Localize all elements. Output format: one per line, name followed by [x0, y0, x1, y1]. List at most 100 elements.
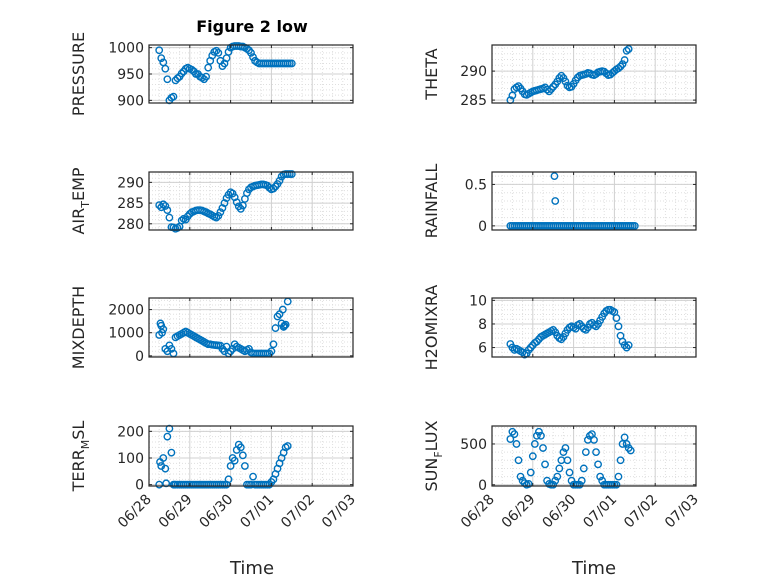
- y-tick-label: 290: [460, 64, 487, 80]
- plot-area: [149, 172, 353, 230]
- data-point: [506, 435, 515, 443]
- data-point: [524, 480, 533, 488]
- data-point: [537, 431, 545, 440]
- y-tick-label: 1000: [108, 41, 144, 57]
- axes-box: [148, 425, 354, 487]
- y-tick-label: 0: [135, 478, 144, 494]
- data-point: [622, 46, 631, 55]
- data-point: [549, 82, 558, 91]
- axes-box: [491, 44, 697, 104]
- y-tick-label: 6: [478, 341, 487, 357]
- data-point: [618, 60, 627, 69]
- y-axis-label: MIXDEPTH: [69, 286, 88, 369]
- data-point: [626, 446, 635, 455]
- data-point: [616, 62, 625, 71]
- y-tick-label: 0: [478, 219, 487, 235]
- subplot-airemp: 280 285 290 AIRTEMP: [69, 167, 354, 235]
- y-axis-label: SUNFLUX: [422, 420, 445, 491]
- y-tick-label: 0.5: [465, 177, 487, 193]
- data-point: [539, 444, 547, 452]
- data-point: [177, 69, 186, 78]
- data-point: [573, 73, 582, 82]
- data-point: [155, 480, 164, 489]
- data-point: [516, 472, 525, 481]
- y-tick-label: 290: [117, 175, 144, 191]
- data-point: [561, 77, 570, 86]
- data-point: [214, 49, 223, 57]
- data-point: [247, 49, 255, 57]
- data-point: [543, 85, 551, 94]
- data-point: [167, 345, 176, 353]
- data-point: [177, 216, 186, 225]
- data-point: [545, 87, 554, 96]
- data-point: [156, 458, 164, 466]
- data-point: [287, 170, 296, 178]
- data-point: [214, 212, 223, 220]
- data-point: [579, 464, 588, 473]
- data-point: [581, 448, 590, 457]
- data-point: [167, 448, 176, 457]
- y-tick-label: 8: [478, 317, 487, 333]
- data-point: [550, 172, 559, 181]
- y-axis-label: AIRTEMP: [69, 167, 92, 234]
- data-point: [612, 314, 621, 322]
- x-axis-label-left: Time: [229, 558, 274, 579]
- data-point: [559, 448, 568, 457]
- subplot-mixdepth: 0 1000 2000 MIXDEPTH: [69, 286, 354, 369]
- data-point: [557, 71, 566, 80]
- data-point: [567, 476, 576, 485]
- data-point: [273, 312, 282, 321]
- data-point: [232, 198, 241, 207]
- data-point: [224, 475, 233, 484]
- data-point: [575, 480, 584, 489]
- y-tick-label: 285: [460, 93, 487, 109]
- data-point: [528, 452, 537, 461]
- data-point: [155, 46, 164, 55]
- data-point: [212, 46, 221, 55]
- data-point: [541, 460, 549, 469]
- subplot-pressure: 900 950 1000 PRESSURE: [69, 32, 354, 116]
- subplot-h2omixra: 6 8 10 H2OMIXRA: [422, 285, 697, 370]
- data-point: [547, 85, 556, 93]
- data-point: [281, 320, 290, 329]
- data-point: [530, 440, 539, 448]
- data-point: [161, 464, 170, 473]
- y-tick-label: 100: [117, 451, 144, 467]
- y-tick-label: 200: [117, 424, 144, 440]
- y-tick-label: 500: [460, 437, 487, 453]
- data-point: [187, 65, 196, 74]
- data-point: [283, 442, 292, 450]
- axes-box: [491, 425, 697, 487]
- data-point: [173, 74, 182, 83]
- data-point: [594, 460, 602, 469]
- data-point: [212, 213, 221, 222]
- data-point: [510, 430, 519, 439]
- data-point: [555, 464, 564, 473]
- data-point: [226, 462, 235, 470]
- data-point: [224, 47, 233, 56]
- data-point: [526, 468, 535, 477]
- data-point: [586, 431, 594, 440]
- data-point: [622, 440, 631, 448]
- data-point: [216, 208, 225, 217]
- data-point: [238, 201, 247, 210]
- data-point: [563, 456, 572, 465]
- data-point: [614, 472, 623, 481]
- data-point: [514, 82, 523, 91]
- data-point: [275, 176, 284, 185]
- data-point: [598, 476, 607, 485]
- data-point: [549, 480, 558, 489]
- data-point: [198, 73, 206, 82]
- data-point: [624, 341, 633, 350]
- data-point: [280, 321, 289, 330]
- subplot-rainfall: 0 0.5 RAINFALL: [422, 164, 697, 238]
- data-point: [271, 324, 280, 332]
- data-point: [218, 345, 227, 353]
- data-point: [512, 440, 521, 448]
- axes-box: [148, 171, 354, 231]
- data-point: [514, 456, 523, 465]
- x-axis-label-right: Time: [571, 558, 616, 579]
- y-tick-label: 0: [135, 349, 144, 365]
